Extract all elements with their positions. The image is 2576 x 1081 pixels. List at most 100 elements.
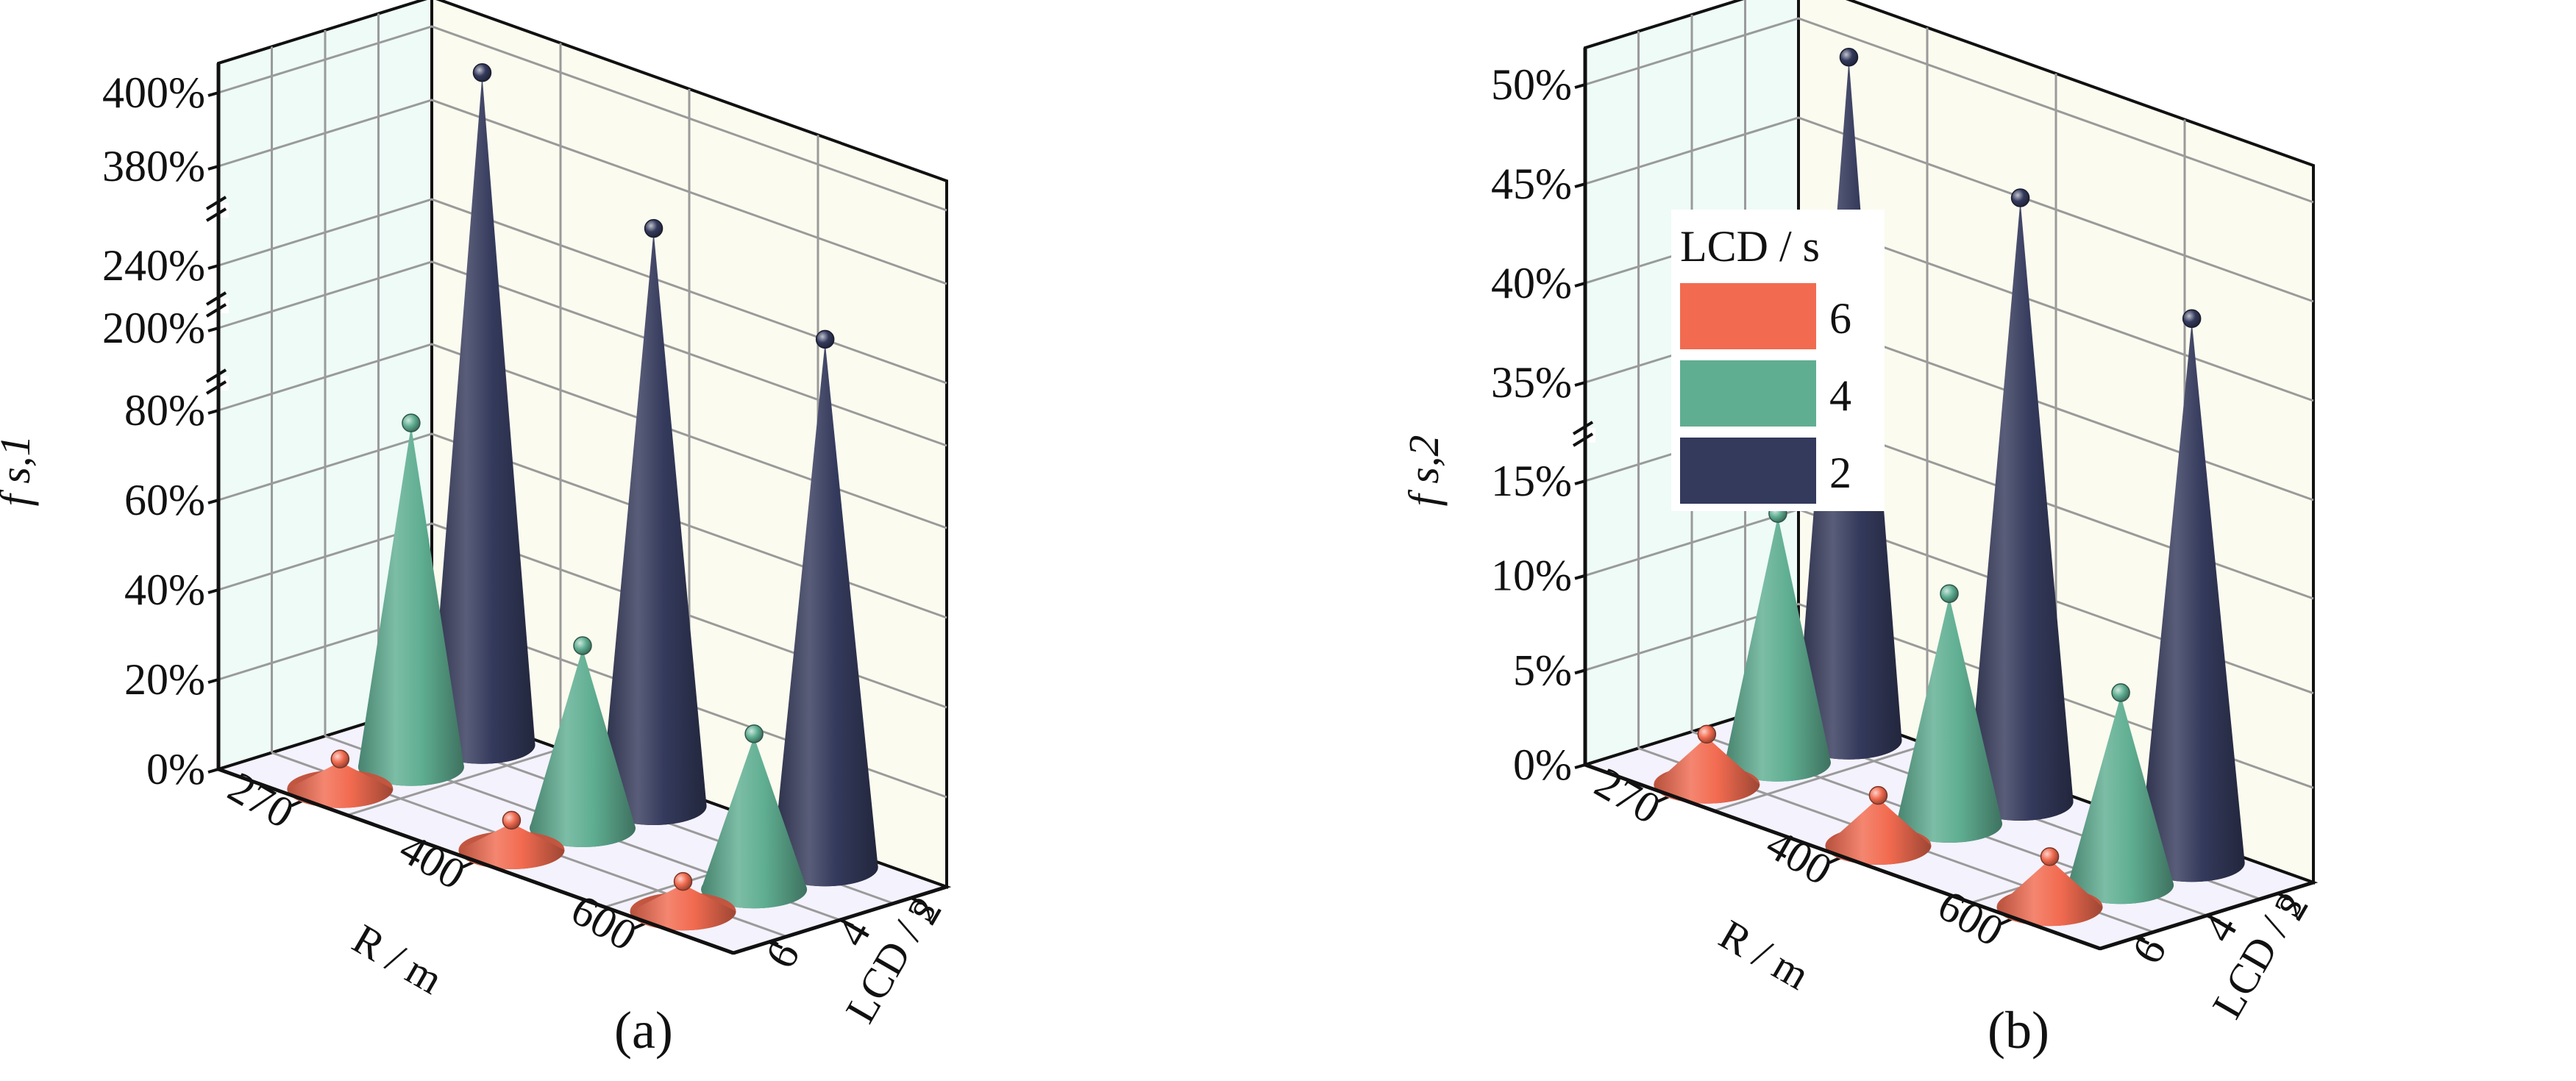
cone-tip (502, 810, 522, 830)
z-tick-label: 10% (1491, 552, 1572, 600)
gridline (1584, 17, 2314, 204)
z-tick-label: 40% (1491, 259, 1572, 307)
cone-body (2068, 695, 2174, 905)
cone-body (429, 75, 536, 764)
legend-title: LCD / s (1680, 222, 1820, 271)
x-axis-line (1584, 763, 2101, 951)
gridline (218, 522, 947, 709)
z-tick (207, 768, 219, 774)
cone-tip (2111, 683, 2130, 702)
z-tick-label: 40% (124, 566, 205, 614)
z-tick-label: 60% (124, 476, 205, 524)
cone-lcd4 (701, 724, 808, 909)
legend-swatch-6 (1680, 283, 1816, 349)
cone-body (630, 884, 736, 931)
gridline (218, 260, 947, 447)
z-tick-label: 0% (1513, 741, 1572, 789)
cone-tip (673, 871, 693, 891)
legend: LCD / s6 4 2 (1671, 210, 1885, 511)
z-axis: 0% 5% 10% 15% 35% 40% 45% 50% (1491, 60, 1595, 789)
gridline (218, 343, 947, 529)
cone-body (1825, 798, 1932, 865)
cone-tip (744, 724, 764, 743)
cone-body (458, 823, 565, 869)
cone-lcd4 (1896, 584, 2002, 843)
z-tick-label: 200% (102, 304, 205, 352)
cone-body (772, 342, 878, 887)
axis-break-line (1572, 432, 1594, 447)
z-tick-label: 20% (124, 655, 205, 704)
axis-break-line (205, 380, 227, 395)
y-axis-line (2099, 880, 2314, 951)
legend-label-4: 4 (1829, 371, 1851, 420)
cone-body (701, 736, 808, 909)
z-tick-label: 35% (1491, 358, 1572, 407)
cone-tip (1940, 584, 1959, 603)
cone-lcd6 (1996, 847, 2103, 927)
gridline (218, 25, 947, 212)
axis-break-line (205, 196, 227, 210)
z-tick-label: 80% (124, 386, 205, 435)
legend-swatch-2 (1680, 438, 1816, 504)
gridline (218, 198, 947, 385)
legend-label-6: 6 (1829, 294, 1851, 343)
z-tick-label: 0% (146, 745, 205, 793)
cone-body (530, 649, 636, 847)
axis-break-line (205, 291, 227, 306)
z-axis-title: f s,1 (0, 435, 39, 507)
cone-tip (330, 749, 350, 768)
cone-body (1654, 737, 1760, 804)
axis-break-line (1572, 421, 1594, 435)
cone-lcd4 (2068, 683, 2174, 905)
cone-tip (402, 413, 421, 432)
cones (1654, 48, 2245, 927)
cone-body (287, 762, 394, 808)
cone-tip (1868, 785, 1888, 805)
cone-body (2138, 321, 2245, 882)
cones (287, 63, 878, 931)
z-tick-label: 45% (1491, 160, 1572, 208)
cone-tip (644, 218, 663, 238)
z-tick-label: 240% (102, 241, 205, 290)
z-tick-label: 5% (1513, 646, 1572, 694)
caption-b: (b) (1988, 1001, 2049, 1060)
cone-body (1724, 516, 1831, 782)
cone-lcd6 (287, 749, 394, 808)
z-tick-label: 400% (102, 68, 205, 117)
caption-a: (a) (614, 1001, 673, 1060)
z-tick (1574, 763, 1586, 769)
cone-tip (2182, 309, 2202, 329)
z-tick-label: 50% (1491, 60, 1572, 109)
cone-lcd6 (1825, 785, 1932, 865)
cone-tip (573, 636, 592, 655)
axis-break-mark (205, 196, 229, 222)
cone-tip (1839, 48, 1859, 67)
axis-break-mark (205, 368, 229, 395)
cone-body (1896, 596, 2002, 843)
gridline (218, 99, 947, 285)
x-axis-title: R / m (1712, 910, 1818, 999)
gridline (218, 432, 947, 619)
cone-lcd6 (458, 810, 565, 869)
cone-body (1967, 201, 2074, 821)
axis-break-line (205, 303, 227, 318)
y-axis-line (733, 885, 947, 955)
gridline (1584, 116, 2314, 303)
axis-break-line (205, 368, 227, 383)
cone-tip (2010, 188, 2030, 207)
cone-tip (2040, 847, 2060, 866)
z-axis-title: f s,2 (1400, 435, 1448, 507)
x-axis-title: R / m (345, 915, 451, 1004)
z-tick-label: 380% (102, 142, 205, 190)
x-axis-line (218, 767, 734, 955)
cone-tip (815, 329, 835, 349)
cone-body (357, 426, 464, 786)
panel-a-chart: 0%20%40%60%80%200%240%380%400%f s,127040… (0, 0, 952, 1031)
axis-break-line (205, 207, 227, 222)
z-axis: 0% 20% 40% 60% 80% 200% 240% 380% 400% (102, 68, 229, 793)
cone-lcd6 (630, 871, 736, 931)
cone-body (1996, 859, 2103, 927)
cone-body (600, 231, 707, 826)
